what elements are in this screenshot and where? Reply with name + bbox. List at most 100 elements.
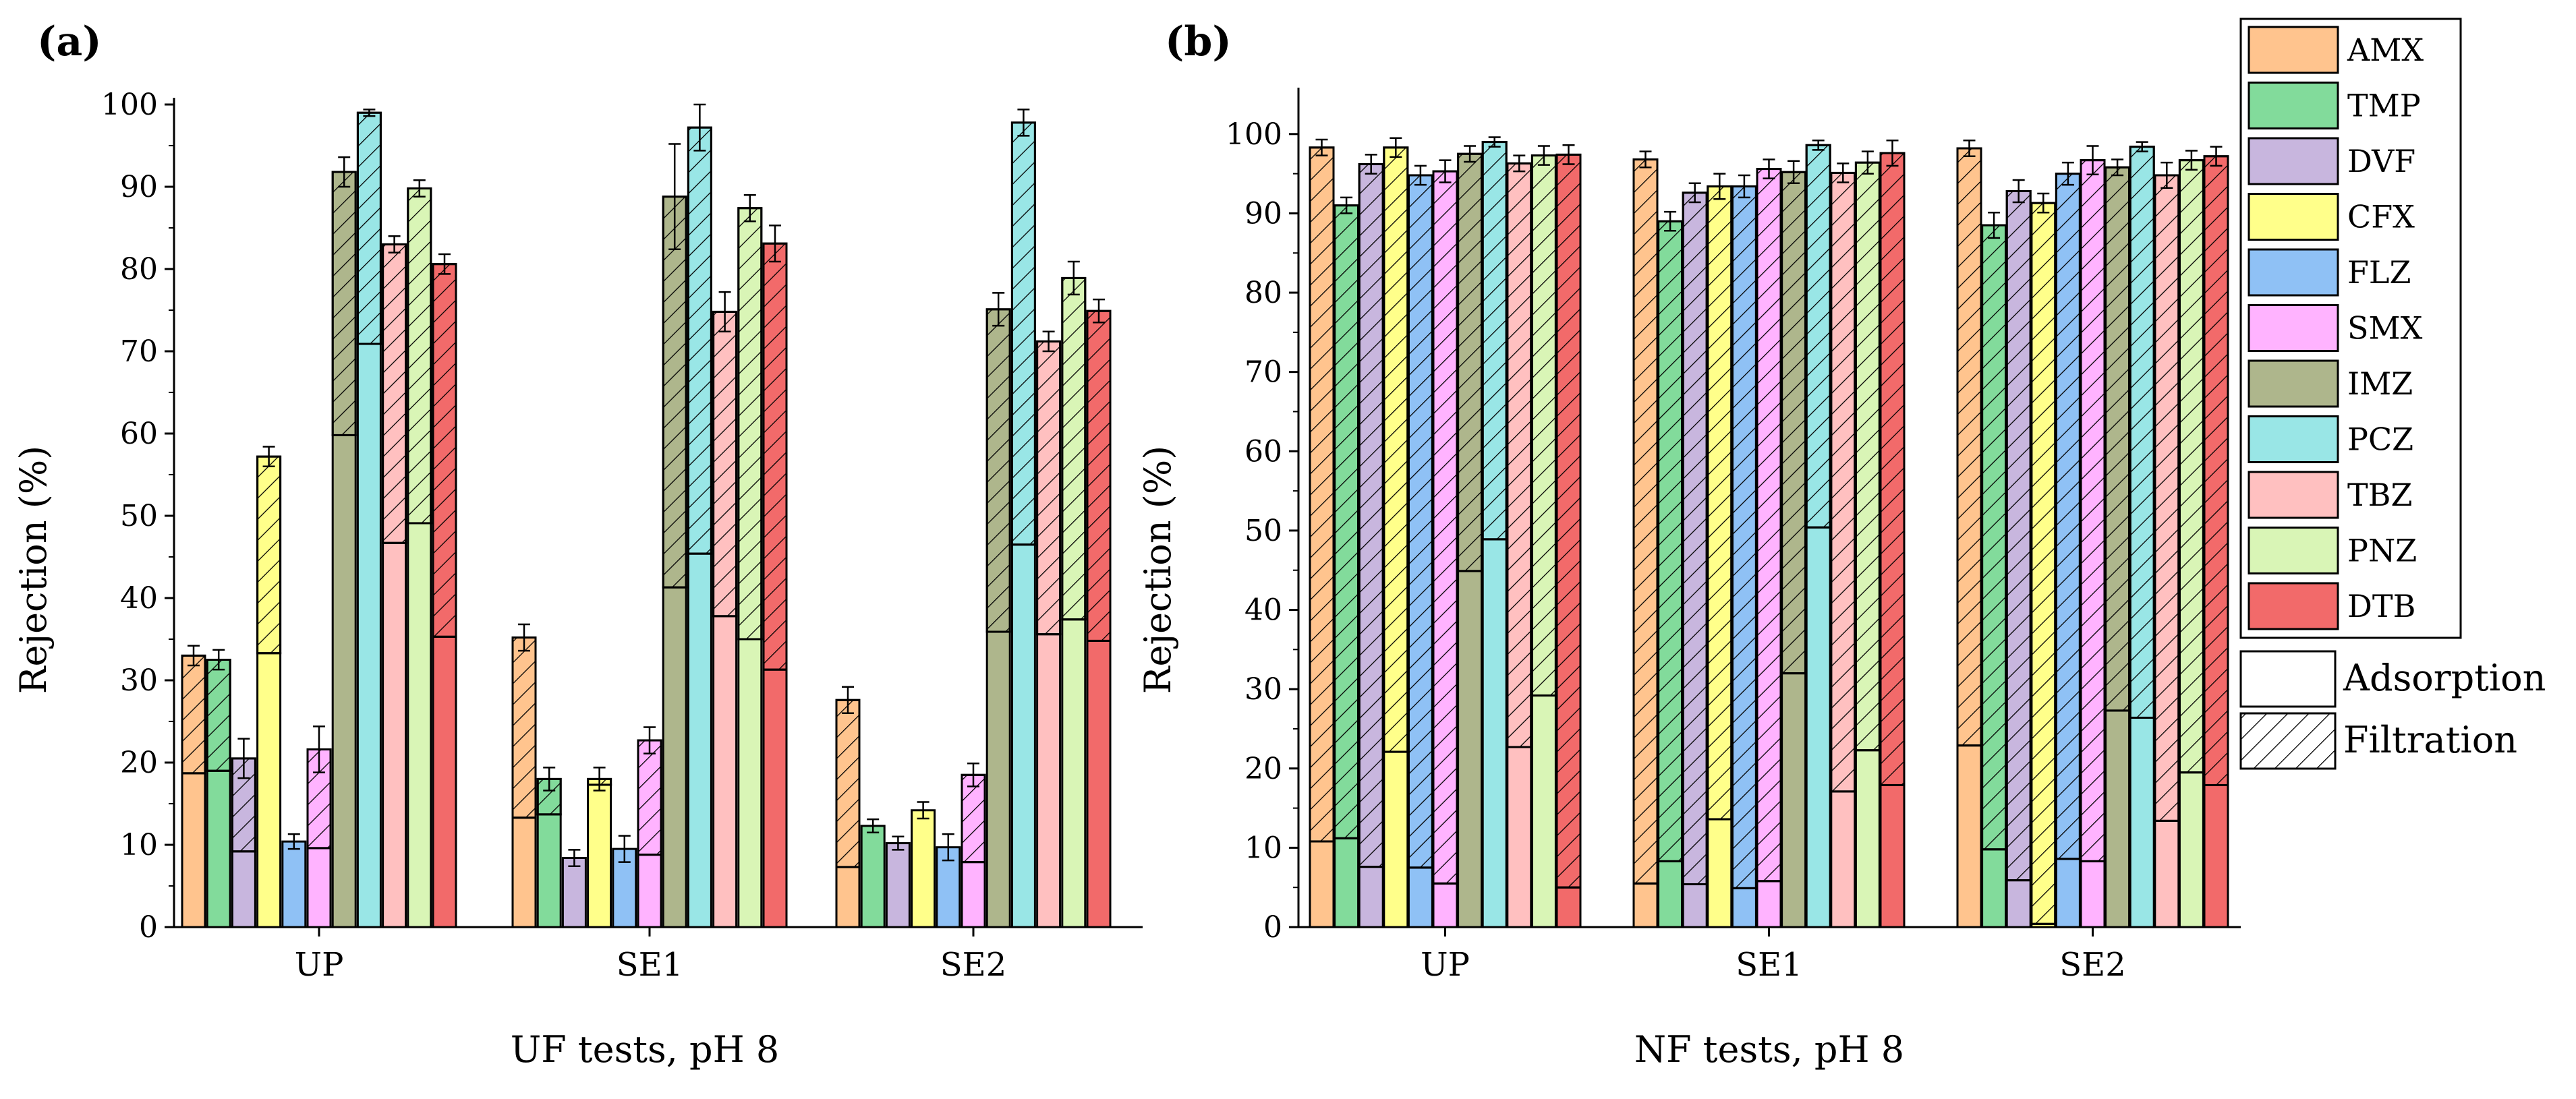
panel-a-bar-adsorption-tbz-up [382, 541, 407, 928]
panel-b-bar-hatch-imz-up [1457, 152, 1483, 572]
legend-item-pnz: PNZ [2248, 527, 2417, 574]
panel-a-bar-adsorption-pcz-se2 [1010, 543, 1036, 928]
panel-b: (b) Rejection (%) NF tests, pH 8 0 10 20 30… [1137, 18, 2241, 1071]
panel-b-bar-hatch-amx-se2 [1956, 147, 1982, 747]
panel-a-error-bar-flz-se1 [618, 835, 631, 863]
panel-a-bar-adsorption-amx-se2 [835, 866, 861, 928]
panel-b-error-bar-tbz-se1 [1837, 162, 1850, 183]
panel-b-error-bar-tmp-up [1340, 196, 1353, 214]
panel-b-error-bar-smx-up [1439, 159, 1452, 183]
legend-adsorption-label: Adsorption [2343, 657, 2546, 699]
panel-b-bar-hatch-dtb-se1 [1879, 152, 1906, 786]
panel-b-category-label-up: UP [1421, 946, 1470, 984]
panel-a-bar-adsorption-tmp-up [206, 769, 231, 928]
panel-b-bar-hatch-dtb-up [1555, 153, 1582, 889]
panel-b-bar-adsorption-amx-se2 [1956, 744, 1982, 928]
panel-a-error-bar-pnz-up [413, 179, 426, 198]
panel-b-bar-adsorption-pcz-se1 [1805, 526, 1831, 928]
panel-a-bar-hatch-pcz-up [356, 111, 382, 345]
panel-a-error-bar-flz-up [287, 833, 300, 850]
panel-a-error-bar-tbz-up [388, 235, 401, 254]
legend-item-dvf: DVF [2248, 137, 2415, 185]
panel-b-bar-adsorption-flz-up [1407, 866, 1433, 928]
legend-swatch-flz [2248, 248, 2339, 297]
panel-a-bar-adsorption-tmp-se2 [860, 825, 886, 928]
panel-b-y-tick-label: 90 [1244, 196, 1282, 231]
legend-label-dtb: DTB [2347, 588, 2415, 624]
legend-item-tbz: TBZ [2248, 471, 2412, 519]
legend-label-cfx: CFX [2347, 199, 2415, 235]
panel-b-category-label-se2: SE2 [2059, 946, 2125, 984]
panel-b-bar-adsorption-cfx-se1 [1707, 818, 1733, 928]
panel-b-y-tick-label: 80 [1244, 276, 1282, 310]
panel-b-y-tick-label: 70 [1244, 355, 1282, 390]
panel-a-bar-hatch-dtb-up [432, 263, 457, 638]
panel-b-error-bar-dtb-up [1562, 144, 1575, 165]
panel-b-error-bar-dvf-up [1365, 154, 1377, 175]
panel-b-bar-adsorption-pnz-se2 [2178, 771, 2204, 928]
legend-swatch-pnz [2248, 527, 2339, 574]
legend: AMX TMP DVF CFX FLZ SMX IMZ PCZ TBZ PNZ DTB Adsorp… [2239, 18, 2546, 770]
panel-a-bar-adsorption-pnz-se2 [1061, 618, 1087, 928]
panel-a-bar-hatch-imz-se1 [662, 196, 687, 589]
panel-b-bar-hatch-smx-up [1432, 170, 1458, 885]
legend-label-tbz: TBZ [2347, 477, 2412, 513]
panel-b-bar-hatch-dtb-se2 [2203, 155, 2229, 786]
legend-item-dtb: DTB [2248, 582, 2415, 630]
panel-a-bar-hatch-tbz-se1 [712, 310, 738, 618]
panel-a-bar-hatch-smx-se2 [961, 773, 986, 864]
panel-b-bar-hatch-cfx-se1 [1707, 185, 1733, 821]
panel-a-error-bar-dvf-se2 [892, 835, 905, 851]
panel-a-error-bar-tmp-se1 [543, 767, 556, 792]
panel-b-bar-hatch-tmp-se2 [1981, 224, 2007, 851]
panel-a-bar-hatch-pnz-se1 [737, 207, 763, 641]
panel-a-error-bar-imz-se2 [992, 292, 1005, 327]
panel-a-error-bar-pcz-se2 [1017, 109, 1030, 137]
panel-a-bar-adsorption-flz-up [281, 840, 307, 928]
panel-b-error-bar-pcz-up [1488, 136, 1501, 148]
panel-a-label: (a) [37, 18, 102, 65]
panel-b-y-tick-label: 40 [1244, 593, 1282, 628]
panel-b-bar-hatch-smx-se1 [1756, 168, 1782, 883]
panel-b-bar-adsorption-imz-se2 [2105, 709, 2131, 928]
legend-filtration-label: Filtration [2343, 719, 2517, 761]
legend-item-tmp: TMP [2248, 82, 2421, 129]
panel-b-error-bar-tmp-se2 [1988, 212, 2001, 239]
panel-b-bar-adsorption-tmp-se1 [1657, 860, 1684, 928]
panel-a-error-bar-imz-up [338, 156, 351, 188]
panel-b-bar-adsorption-tbz-se1 [1830, 790, 1856, 928]
panel-b-error-bar-dvf-se1 [1688, 182, 1701, 204]
panel-a-y-tick-label: 80 [120, 252, 158, 287]
legend-label-imz: IMZ [2347, 365, 2413, 402]
panel-b-bar-hatch-tbz-up [1506, 162, 1533, 748]
panel-b-bar-hatch-smx-se2 [2080, 159, 2106, 862]
panel-a-error-bar-amx-up [188, 645, 200, 667]
panel-b-error-bar-pnz-up [1537, 145, 1550, 166]
panel-b-bar-hatch-dvf-up [1358, 163, 1384, 868]
panel-a-bar-adsorption-cfx-up [256, 652, 282, 928]
panel-b-bar-adsorption-tbz-up [1506, 746, 1533, 928]
panel-a-error-bar-smx-up [313, 725, 325, 773]
panel-b-label: (b) [1165, 18, 1232, 65]
panel-b-bar-hatch-amx-up [1309, 146, 1335, 843]
legend-item-imz: IMZ [2248, 359, 2413, 408]
panel-a-bar-adsorption-amx-up [181, 772, 206, 928]
panel-b-bar-adsorption-smx-se2 [2080, 860, 2106, 928]
panel-a-y-tick-label: 30 [120, 663, 158, 698]
panel-a-error-bar-pcz-se1 [693, 103, 706, 152]
panel-a-y-tick-label: 10 [120, 828, 158, 862]
panel-b-bar-hatch-imz-se1 [1781, 171, 1807, 675]
panel-b-error-bar-imz-se2 [2111, 158, 2124, 177]
legend-item-cfx: CFX [2248, 193, 2415, 241]
panel-b-error-bar-flz-se2 [2061, 161, 2074, 186]
panel-a-error-bar-amx-se2 [842, 686, 854, 715]
panel-a-bar-adsorption-pcz-up [356, 343, 382, 928]
panel-b-error-bar-dtb-se2 [2210, 146, 2223, 167]
panel-b-x-axis-label: NF tests, pH 8 [1634, 1028, 1904, 1071]
panel-b-error-bar-imz-up [1464, 145, 1477, 163]
panel-a-bar-hatch-tbz-up [382, 243, 407, 544]
panel-a-bar-hatch-dtb-se1 [762, 242, 788, 671]
legend-label-smx: SMX [2347, 310, 2423, 347]
panel-a-bar-hatch-tbz-se2 [1036, 340, 1062, 636]
panel-b-bar-adsorption-dvf-up [1358, 866, 1384, 928]
